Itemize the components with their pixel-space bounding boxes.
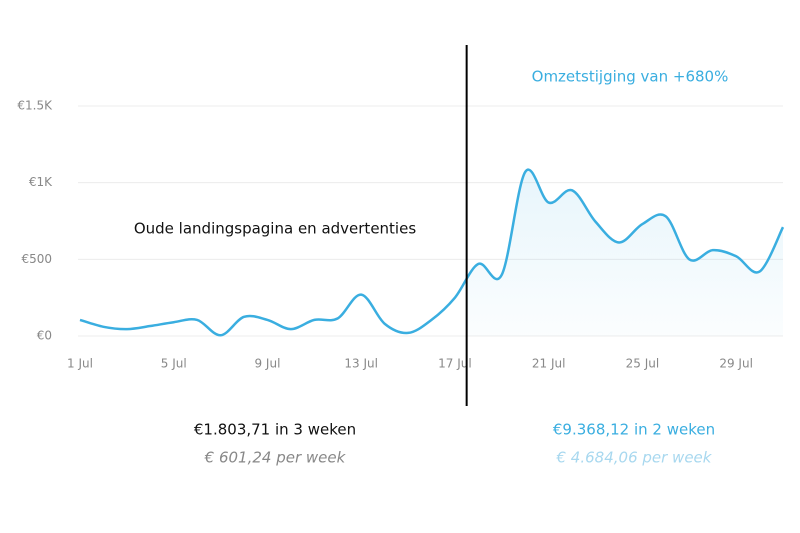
y-tick-label: €500 (21, 252, 52, 266)
y-tick-label: €1.5K (17, 99, 53, 113)
x-tick-label: 25 Jul (626, 357, 660, 371)
annotation-after: Omzetstijging van +680% (532, 68, 729, 86)
line (79, 168, 785, 337)
area (466, 169, 783, 336)
x-tick-label: 13 Jul (344, 357, 378, 371)
x-tick-label: 21 Jul (532, 357, 566, 371)
x-tick-label: 17 Jul (438, 357, 472, 371)
summary-after-week: € 4.684,06 per week (556, 449, 713, 467)
x-tick-label: 29 Jul (719, 357, 753, 371)
annotation-before: Oude landingspagina en advertenties (134, 220, 416, 238)
y-tick-label: €1K (29, 175, 53, 189)
summary-before-total: €1.803,71 in 3 weken (194, 421, 356, 439)
x-tick-label: 9 Jul (254, 357, 280, 371)
x-tick-label: 1 Jul (67, 357, 93, 371)
summary-before-week: € 601,24 per week (204, 449, 347, 467)
summary-after-total: €9.368,12 in 2 weken (553, 421, 715, 439)
x-tick-label: 5 Jul (161, 357, 187, 371)
y-tick-label: €0 (37, 329, 52, 343)
